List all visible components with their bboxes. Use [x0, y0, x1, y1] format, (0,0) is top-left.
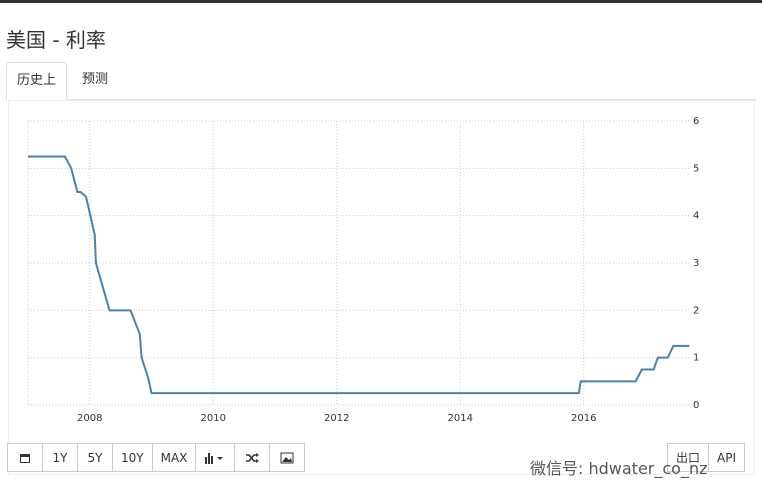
top-bar [0, 0, 762, 3]
image-button[interactable] [269, 443, 306, 472]
bar-icon [205, 452, 224, 464]
image-icon [280, 452, 294, 463]
y-tick-label: 5 [693, 163, 699, 174]
api-button[interactable]: API [708, 443, 745, 472]
range-button[interactable]: 1Y [42, 443, 78, 472]
calendar-icon [20, 453, 30, 463]
shuffle-icon [246, 452, 260, 463]
range-button[interactable]: 10Y [112, 443, 153, 472]
x-tick-label: 2008 [77, 413, 102, 424]
chart-type-button[interactable] [195, 443, 236, 472]
range-button[interactable]: 5Y [77, 443, 113, 472]
y-tick-label: 2 [693, 305, 699, 316]
export-button[interactable]: 出口 [667, 443, 710, 472]
tab-line [6, 99, 756, 100]
x-tick-label: 2016 [571, 413, 596, 424]
line-series [28, 155, 690, 395]
y-tick-label: 0 [693, 400, 699, 411]
chart-panel [8, 100, 755, 475]
x-tick-label: 2012 [324, 413, 349, 424]
y-tick-label: 3 [693, 258, 699, 269]
y-tick-label: 4 [693, 211, 699, 222]
x-tick-label: 2014 [448, 413, 473, 424]
compare-button[interactable] [234, 443, 271, 472]
page-title: 美国 - 利率 [6, 28, 106, 52]
range-button[interactable]: MAX [151, 443, 197, 472]
range-toolbar: 1Y 5Y 10Y MAX [7, 443, 306, 472]
y-tick-label: 6 [693, 116, 699, 127]
watermark: 微信号: hdwater_co_nz [530, 459, 708, 478]
x-tick-label: 2010 [201, 413, 226, 424]
y-tick-label: 1 [693, 353, 699, 364]
calendar-button[interactable] [7, 443, 43, 472]
tab[interactable]: 预测 [82, 72, 109, 87]
export-toolbar: 出口 API [667, 443, 745, 472]
tab[interactable]: 历史上 [6, 62, 68, 100]
